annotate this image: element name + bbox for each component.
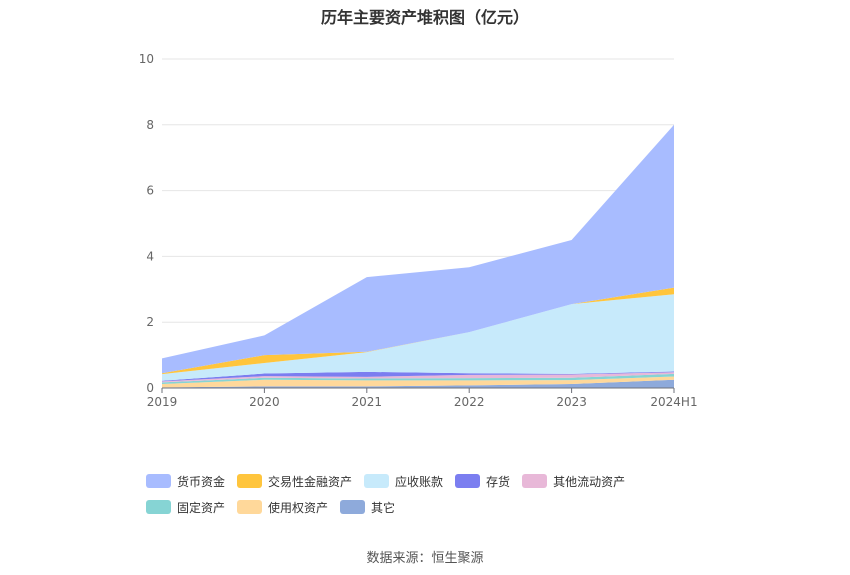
legend-item[interactable]: 货币资金	[146, 472, 225, 490]
legend-swatch	[364, 474, 389, 488]
y-tick-label: 10	[139, 52, 154, 66]
x-tick-label: 2021	[352, 395, 383, 409]
legend-item[interactable]: 使用权资产	[237, 498, 328, 516]
y-tick-label: 6	[146, 184, 154, 198]
x-tick-label: 2019	[147, 395, 178, 409]
legend-item[interactable]: 固定资产	[146, 498, 225, 516]
x-tick-label: 2020	[249, 395, 280, 409]
legend-item[interactable]: 其他流动资产	[522, 472, 625, 490]
chart-legend: 货币资金 交易性金融资产 应收账款 存货 其他流动资产固定资产 使用权资产 其它	[146, 472, 726, 516]
y-tick-label: 2	[146, 315, 154, 329]
y-tick-label: 8	[146, 118, 154, 132]
legend-label: 其它	[371, 499, 395, 516]
legend-item[interactable]: 交易性金融资产	[237, 472, 352, 490]
legend-label: 应收账款	[395, 473, 443, 490]
legend-label: 交易性金融资产	[268, 473, 352, 490]
stacked-area-chart: 0 2 4 6 8 10 2019 2020 2021 2022 2023 2024H1	[0, 0, 850, 420]
legend-item[interactable]: 存货	[455, 472, 510, 490]
legend-item[interactable]: 其它	[340, 498, 395, 516]
legend-swatch	[237, 500, 262, 514]
y-tick-label: 4	[146, 249, 154, 263]
x-tick-label: 2023	[556, 395, 587, 409]
legend-label: 存货	[486, 473, 510, 490]
legend-label: 其他流动资产	[553, 473, 625, 490]
x-tick-label: 2024H1	[650, 395, 697, 409]
legend-swatch	[455, 474, 480, 488]
y-tick-label: 0	[146, 381, 154, 395]
legend-swatch	[146, 500, 171, 514]
legend-label: 货币资金	[177, 473, 225, 490]
legend-label: 固定资产	[177, 499, 225, 516]
legend-swatch	[146, 474, 171, 488]
legend-item[interactable]: 应收账款	[364, 472, 443, 490]
legend-swatch	[522, 474, 547, 488]
legend-swatch	[237, 474, 262, 488]
legend-label: 使用权资产	[268, 499, 328, 516]
data-source: 数据来源：恒生聚源	[0, 547, 850, 566]
legend-swatch	[340, 500, 365, 514]
x-tick-label: 2022	[454, 395, 485, 409]
